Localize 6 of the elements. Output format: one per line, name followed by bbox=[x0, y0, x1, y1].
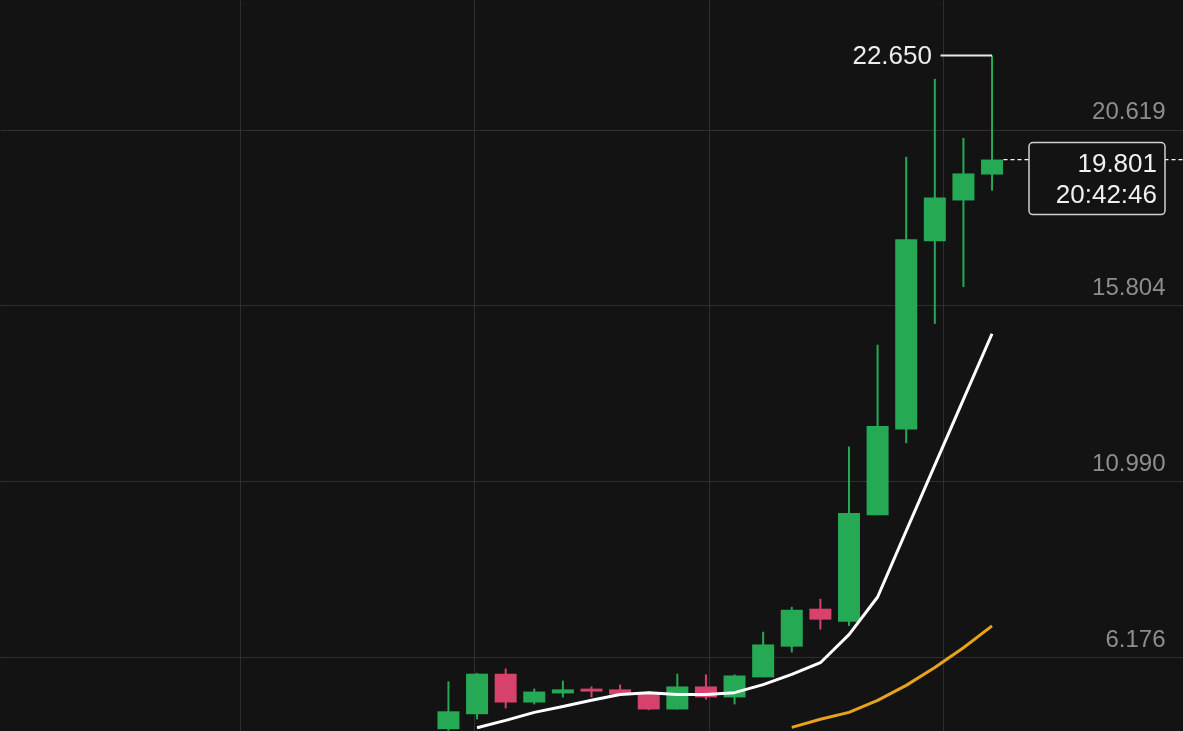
y-tick-label: 10.990 bbox=[1092, 448, 1166, 476]
ref-line-label: 19.801 20:42:46 bbox=[1055, 147, 1157, 209]
y-tick-label: 15.804 bbox=[1092, 272, 1166, 300]
y-tick-label: 20.619 bbox=[1092, 97, 1166, 125]
y-tick-label: 6.176 bbox=[1105, 624, 1166, 652]
annotation: 22.650 bbox=[852, 39, 932, 70]
